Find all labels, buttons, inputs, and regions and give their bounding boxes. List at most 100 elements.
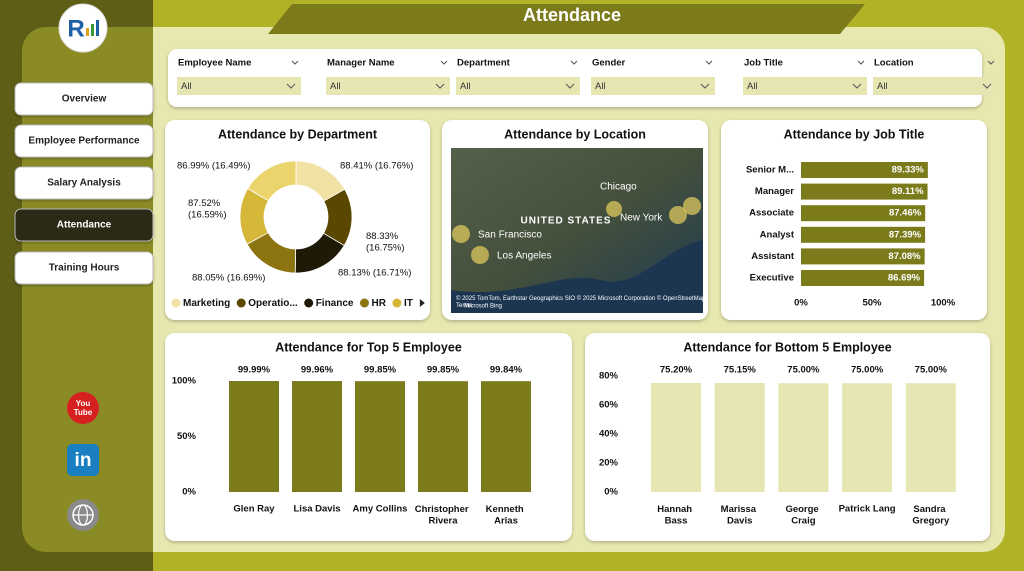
filter-chevron [440, 60, 448, 65]
data-label: 88.13% (16.71%) [338, 268, 411, 279]
title-banner [268, 4, 865, 34]
nav-button[interactable] [14, 208, 154, 242]
nav-label[interactable]: Employee Performance [28, 136, 140, 147]
youtube-icon[interactable]: You Tube [67, 392, 99, 424]
data-label: 75.15% [724, 365, 757, 376]
y-tick-label: 100% [172, 376, 197, 387]
filter-label: Gender [592, 58, 626, 69]
bar [418, 381, 468, 492]
nav-label[interactable]: Training Hours [49, 263, 120, 274]
filter-label: Manager Name [327, 58, 395, 69]
data-label: 75.20% [660, 365, 693, 376]
y-tick-label: 20% [599, 458, 619, 469]
x-tick-label: 50% [862, 298, 882, 309]
y-tick-label: 50% [177, 431, 197, 442]
y-tick-label: Analyst [760, 229, 795, 240]
bar [355, 381, 405, 492]
y-tick-label: 0% [604, 487, 618, 498]
filter-dropdown[interactable] [591, 77, 715, 95]
chart-title: Attendance by Job Title [784, 127, 925, 141]
legend-label: Marketing [183, 298, 230, 309]
coast [451, 240, 703, 313]
x-tick-label: 0% [794, 298, 808, 309]
dropdown-chevron [565, 83, 575, 89]
data-label: 88.41% (16.76%) [340, 161, 413, 172]
nav-label[interactable]: Overview [62, 94, 107, 105]
filter-dropdown[interactable] [326, 77, 450, 95]
page-title: Attendance [523, 5, 621, 25]
website-icon[interactable] [67, 499, 99, 531]
data-label: 88.05% (16.69%) [192, 273, 265, 284]
y-tick-label: Manager [755, 186, 794, 197]
nav-button[interactable] [14, 251, 154, 285]
filter-dropdown[interactable] [456, 77, 580, 95]
bar [714, 383, 765, 492]
map-brand: Microsoft Bing [464, 304, 502, 310]
bar [229, 381, 279, 492]
nav-button[interactable] [14, 124, 154, 158]
dropdown-chevron [435, 83, 445, 89]
data-label: 87.39% [889, 229, 922, 240]
map-place: San Francisco [478, 230, 542, 241]
data-label: 89.33% [892, 165, 925, 176]
filter-dropdown[interactable] [743, 77, 867, 95]
chart-title: Attendance by Location [504, 127, 646, 141]
x-tick-label: Kenneth Arias [486, 504, 527, 526]
data-label: 99.84% [490, 365, 523, 376]
data-label: 99.85% [427, 365, 460, 376]
legend-label: Finance [316, 298, 354, 309]
nav-label[interactable]: Attendance [57, 220, 112, 231]
x-tick-label: George Craig [785, 504, 821, 526]
nav-button[interactable] [14, 82, 154, 116]
nav-button[interactable] [14, 166, 154, 200]
filter-value[interactable]: All [460, 81, 471, 92]
filter-value[interactable]: All [595, 81, 606, 92]
filter-value[interactable]: All [181, 81, 192, 92]
filter-value[interactable]: All [747, 81, 758, 92]
filter-label: Employee Name [178, 58, 251, 69]
linkedin-icon[interactable]: in [67, 444, 99, 476]
location-bubble [669, 206, 687, 224]
data-label: 86.69% [888, 273, 921, 284]
y-tick-label: Associate [749, 208, 794, 219]
data-label: 89.11% [892, 186, 924, 197]
x-tick-label: Amy Collins [353, 504, 408, 515]
chart-title: Attendance by Department [218, 127, 378, 141]
legend-swatch [304, 298, 314, 308]
sidebar [22, 27, 182, 552]
legend-swatch [359, 298, 369, 308]
filter-value[interactable]: All [330, 81, 341, 92]
data-label: 75.00% [851, 365, 884, 376]
svg-text:You: You [76, 399, 91, 408]
location-bubble [606, 201, 622, 217]
chart-card [165, 120, 430, 320]
map-place: Chicago [600, 182, 637, 193]
data-label: 99.96% [301, 365, 334, 376]
bar [651, 382, 701, 492]
filter-dropdown[interactable] [873, 77, 997, 95]
x-tick-label: Sandra Gregory [912, 504, 950, 526]
filter-value[interactable]: All [877, 81, 888, 92]
bar [842, 383, 893, 492]
data-label: 87.08% [888, 251, 921, 262]
filter-label: Department [457, 58, 511, 69]
location-bubble [452, 225, 470, 243]
nav-label[interactable]: Salary Analysis [47, 178, 121, 189]
x-tick-label: Marissa Davis [721, 504, 759, 526]
bar [801, 205, 926, 222]
bar [292, 381, 342, 492]
y-tick-label: Assistant [751, 251, 795, 262]
filter-dropdown[interactable] [177, 77, 301, 95]
dropdown-chevron [852, 83, 862, 89]
legend-label: HR [371, 298, 386, 309]
svg-text:Tube: Tube [74, 408, 93, 417]
x-tick-label: Christopher Rivera [415, 504, 471, 526]
svg-text:in: in [75, 450, 92, 471]
bar [481, 381, 531, 492]
bar [801, 183, 928, 200]
dropdown-chevron [700, 83, 710, 89]
x-tick-label: 100% [931, 298, 956, 309]
data-label: 87.52% (16.59%) [188, 198, 227, 220]
